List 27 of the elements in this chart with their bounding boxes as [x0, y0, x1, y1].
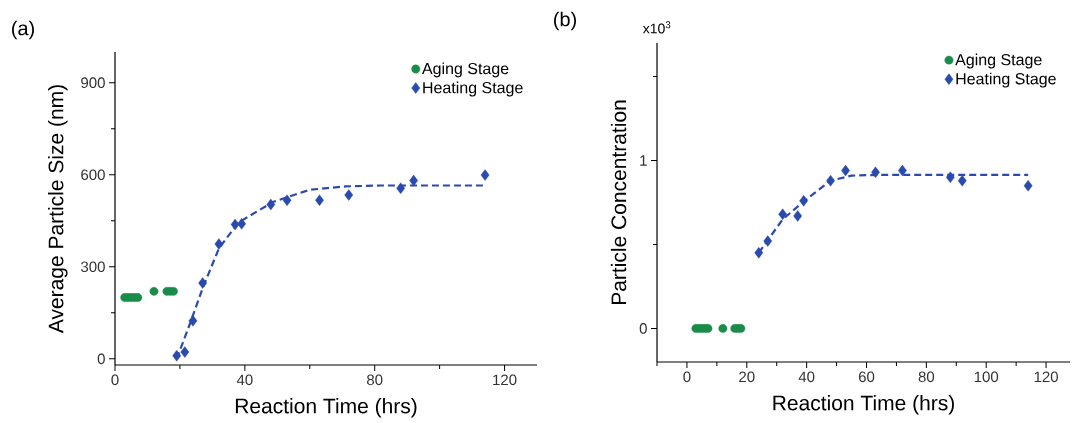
legend-label: Heating Stage [423, 81, 523, 97]
x-tick-label: 0 [111, 374, 119, 386]
text: (b) [554, 11, 576, 31]
y-tick-label: 600 [81, 169, 105, 181]
legend-label: Aging Stage [421, 62, 509, 78]
y-tick-label: 300 [81, 261, 105, 273]
x-tick-label: 80 [918, 371, 935, 383]
y-axis-title: Particle Concentration [610, 100, 627, 305]
x-tick-label: 0 [683, 371, 691, 383]
x-axis-title: Reaction Time (hrs) [235, 398, 417, 418]
x-tick-label: 80 [367, 374, 383, 386]
y-axis-title: Average Particle Size (nm) [48, 85, 68, 334]
x-tick-label: 40 [236, 374, 253, 386]
x-tick-label: 120 [493, 374, 517, 386]
legend-label: Heating Stage [956, 72, 1056, 88]
y-tick-label: 900 [81, 77, 105, 88]
x-tick-label: 20 [739, 371, 755, 383]
x-tick-label: 40 [798, 371, 815, 383]
x-axis-title: Reaction Time (hrs) [773, 395, 954, 415]
text: (a) [12, 20, 34, 40]
y-tick-label: 1 [640, 155, 647, 166]
y-tick-label: 0 [97, 353, 105, 365]
legend-label: Aging Stage [955, 53, 1042, 69]
x-tick-label: 100 [974, 371, 999, 383]
text: x10$^{3}$ [642, 21, 671, 34]
x-tick-label: 120 [1034, 371, 1058, 383]
x-tick-label: 60 [858, 371, 875, 383]
